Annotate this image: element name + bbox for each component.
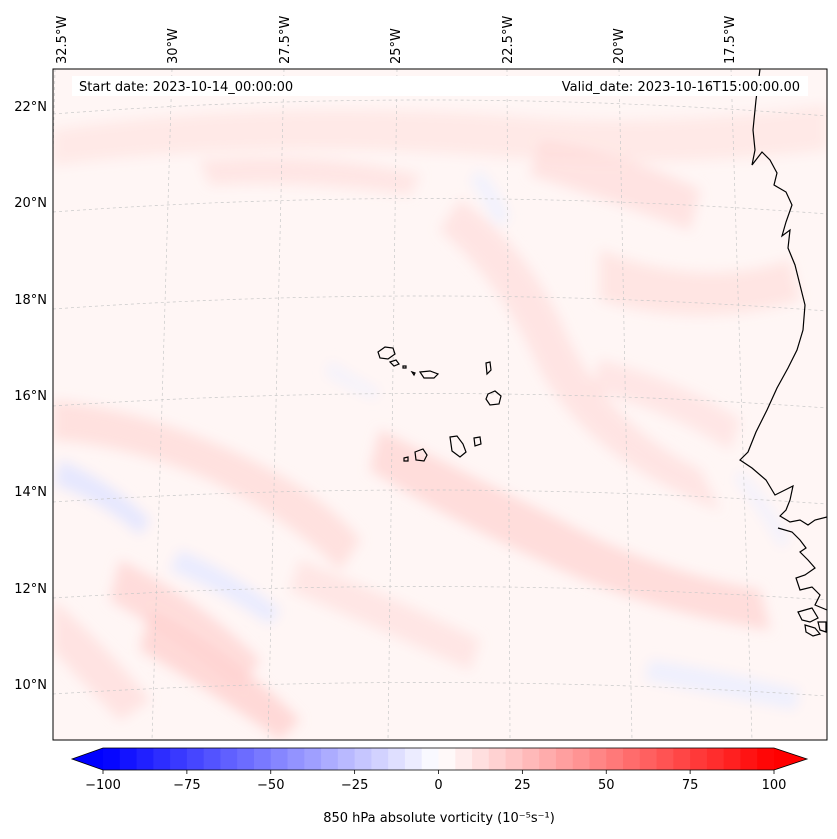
colorbar-cell [321, 748, 339, 770]
lon-label: 27.5°W [278, 16, 293, 64]
colorbar-cell [237, 748, 255, 770]
colorbar-cell [304, 748, 322, 770]
colorbar-cell [253, 748, 272, 770]
colorbar-tick-label: 75 [682, 778, 699, 793]
start-date-text: Start date: 2023-10-14_00:00:00 [79, 80, 293, 95]
colorbar-cell [103, 748, 121, 770]
colorbar-tick-label: −75 [173, 778, 200, 793]
lat-label: 18°N [14, 293, 47, 308]
latitude-labels: 22°N 20°N 18°N 16°N 14°N 12°N 10°N [14, 100, 47, 693]
colorbar-cells [103, 748, 775, 770]
colorbar-tick-label: −50 [257, 778, 284, 793]
colorbar-cell [371, 748, 389, 770]
africa-coastline [739, 69, 827, 637]
colorbar-cell [723, 748, 742, 770]
colorbar-cell [639, 748, 658, 770]
map-frame [52, 68, 828, 741]
colorbar-cell [488, 748, 507, 770]
lon-label: 17.5°W [723, 16, 738, 64]
colorbar-tick-label: −25 [341, 778, 368, 793]
colorbar-label: 850 hPa absolute vorticity (10⁻⁵s⁻¹) [323, 811, 555, 826]
lat-label: 20°N [14, 196, 47, 211]
lat-label: 10°N [14, 678, 47, 693]
colorbar-cell [337, 748, 356, 770]
lon-label: 20°W [612, 28, 627, 64]
map-panel [53, 69, 827, 740]
colorbar-tick-label: 25 [514, 778, 531, 793]
colorbar-cell [119, 748, 138, 770]
colorbar-cell [438, 748, 456, 770]
cape-verde-islands [377, 346, 502, 462]
colorbar-tick-label: 50 [598, 778, 615, 793]
colorbar-tick-label: 0 [434, 778, 442, 793]
colorbar-cell [706, 748, 725, 770]
colorbar-cell [220, 748, 238, 770]
colorbar-tick-label: −100 [85, 778, 121, 793]
colorbar-cell [572, 748, 591, 770]
colorbar-cell [203, 748, 222, 770]
lat-label: 16°N [14, 389, 47, 404]
colorbar-cell [354, 748, 373, 770]
graticule [53, 69, 827, 740]
colorbar-cell [505, 748, 523, 770]
colorbar-cell [656, 748, 674, 770]
colorbar-cell [388, 748, 406, 770]
colorbar-cell [455, 748, 473, 770]
colorbar-cell [690, 748, 708, 770]
colorbar-extend-min [72, 748, 103, 770]
colorbar-cell [623, 748, 641, 770]
colorbar-cell [472, 748, 490, 770]
colorbar-cell [555, 748, 574, 770]
lon-label: 32.5°W [55, 16, 70, 64]
colorbar-cell [673, 748, 691, 770]
lon-label: 25°W [389, 28, 404, 64]
colorbar-cell [522, 748, 540, 770]
lat-label: 12°N [14, 582, 47, 597]
colorbar-cell [606, 748, 624, 770]
colorbar-ticks: −100 −75 −50 −25 0 25 50 75 100 [85, 770, 786, 793]
colorbar-tick-label: 100 [762, 778, 787, 793]
lat-label: 22°N [14, 100, 47, 115]
colorbar-cell [186, 748, 205, 770]
colorbar-cell [270, 748, 289, 770]
lon-label: 22.5°W [501, 16, 516, 64]
valid-date-text: Valid_date: 2023-10-16T15:00:00.00 [562, 80, 800, 95]
lon-label: 30°W [166, 28, 181, 64]
colorbar-cell [404, 748, 423, 770]
colorbar-cell [170, 748, 188, 770]
colorbar-cell [287, 748, 305, 770]
colorbar-cell [153, 748, 171, 770]
colorbar-cell [421, 748, 440, 770]
colorbar-cell [740, 748, 758, 770]
colorbar-cell [757, 748, 775, 770]
colorbar-cell [136, 748, 154, 770]
colorbar-extend-max [774, 748, 807, 770]
colorbar: −100 −75 −50 −25 0 25 50 75 100 850 hPa absolute… [70, 747, 809, 826]
lat-label: 14°N [14, 485, 47, 500]
date-info-box [72, 76, 808, 96]
longitude-labels: 32.5°W 30°W 27.5°W 25°W 22.5°W 20°W 17.5… [55, 16, 738, 64]
colorbar-cell [589, 748, 607, 770]
colorbar-cell [539, 748, 557, 770]
